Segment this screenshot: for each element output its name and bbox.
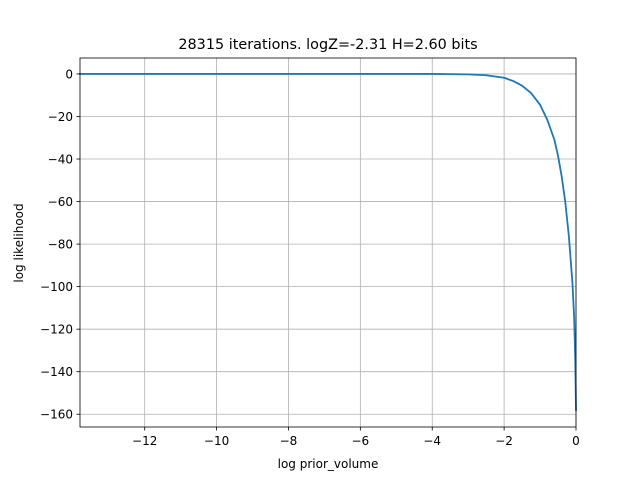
y-axis-ticks: 0 −20 −40 −60 −80 −100 −120 −140 −160 [40, 67, 80, 422]
y-tick-label: −40 [48, 152, 73, 166]
series-line [79, 73, 577, 411]
x-axis-ticks: −12 −10 −8 −6 −4 −2 0 [132, 427, 580, 448]
x-tick-label: −2 [495, 434, 513, 448]
series-layer [79, 73, 577, 411]
y-tick-label: −120 [40, 322, 73, 336]
x-tick-label: 0 [572, 434, 580, 448]
y-tick-label: −20 [48, 110, 73, 124]
plot-frame [79, 57, 577, 428]
x-tick-label: −6 [351, 434, 369, 448]
y-tick-label: 0 [65, 67, 73, 81]
x-tick-label: −4 [423, 434, 441, 448]
x-tick-label: −10 [204, 434, 229, 448]
plot-area [80, 58, 576, 427]
y-tick-label: −160 [40, 408, 73, 422]
y-tick-label: −60 [48, 195, 73, 209]
y-tick-label: −80 [48, 237, 73, 251]
x-tick-label: −8 [280, 434, 298, 448]
x-axis-label: log prior_volume [278, 457, 379, 471]
y-axis-label: log likelihood [12, 203, 26, 282]
y-tick-label: −140 [40, 365, 73, 379]
x-tick-label: −12 [132, 434, 157, 448]
y-tick-label: −100 [40, 280, 73, 294]
chart-title: 28315 iterations. logZ=-2.31 H=2.60 bits [178, 37, 477, 53]
